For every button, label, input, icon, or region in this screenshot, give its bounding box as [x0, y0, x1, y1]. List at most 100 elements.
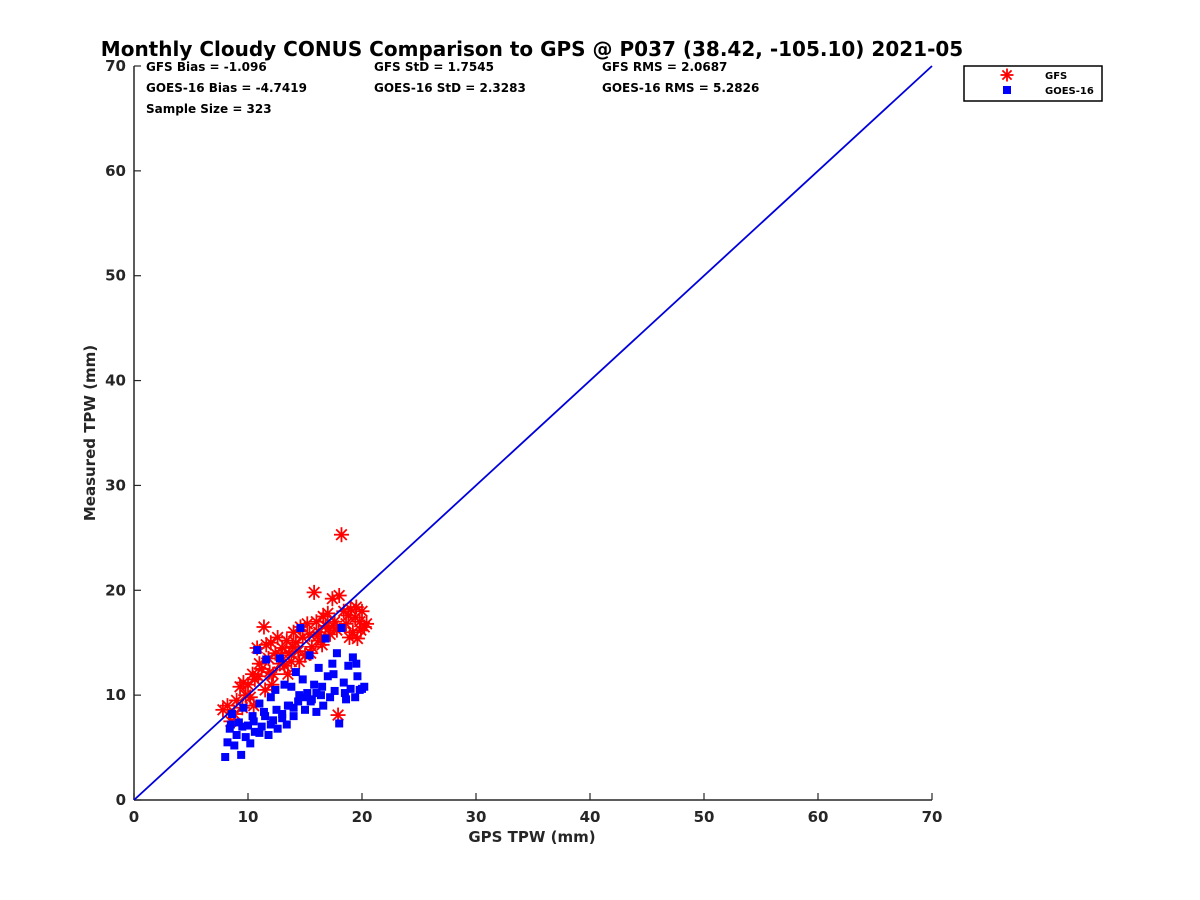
goes-point [255, 699, 264, 708]
stat-gfs-std: GFS StD = 1.7545 [374, 60, 494, 74]
goes-point [289, 712, 298, 721]
goes-point [332, 649, 341, 658]
goes-point [278, 710, 287, 719]
goes-point [241, 733, 250, 742]
y-tick-label: 40 [105, 372, 126, 390]
goes-point [352, 659, 361, 668]
goes-point [228, 710, 237, 719]
y-tick-label: 30 [105, 476, 126, 494]
x-tick-label: 30 [466, 808, 487, 826]
goes-point [312, 707, 321, 716]
goes-point [248, 712, 257, 721]
legend-gfs-marker [1000, 68, 1014, 82]
goes-point [266, 720, 275, 729]
goes-point [346, 684, 355, 693]
y-tick-label: 50 [105, 267, 126, 285]
goes-point [250, 727, 259, 736]
goes-point [278, 714, 287, 723]
stat-sample-size: Sample Size = 323 [146, 102, 272, 116]
y-tick-label: 10 [105, 686, 126, 704]
gfs-point [250, 668, 266, 684]
legend-box [963, 65, 1103, 102]
goes-point [271, 685, 280, 694]
gfs-point [306, 584, 322, 600]
stat-gfs-rms: GFS RMS = 2.0687 [602, 60, 727, 74]
goes-point [244, 721, 252, 730]
x-axis-label: GPS TPW (mm) [468, 828, 595, 846]
x-tick-label: 0 [129, 808, 139, 826]
goes-point [223, 738, 232, 747]
goes-point [303, 689, 312, 698]
plot-area: 0 10 20 30 40 50 60 70 0 10 20 30 40 50 60 70 [105, 57, 942, 826]
goes-point [289, 703, 298, 712]
y-axis-label: Measured TPW (mm) [81, 345, 99, 521]
goes-point [323, 672, 332, 681]
goes-point [291, 668, 300, 677]
goes-point [326, 693, 335, 702]
goes-point [257, 722, 266, 731]
goes-point [283, 701, 292, 710]
goes-point [360, 682, 369, 691]
goes-point [249, 717, 258, 726]
legend-gfs-label: GFS [1045, 71, 1067, 82]
gfs-point [291, 654, 307, 670]
stat-gfs-bias: GFS Bias = -1.096 [146, 60, 267, 74]
x-tick-label: 40 [580, 808, 601, 826]
goes-point [287, 682, 296, 691]
goes-point [269, 716, 278, 725]
goes-point [280, 680, 289, 689]
goes-point [237, 750, 246, 759]
gfs-point [284, 639, 300, 655]
goes-point [319, 701, 328, 710]
goes-point [230, 741, 239, 750]
chart-title: Monthly Cloudy CONUS Comparison to GPS @… [101, 37, 963, 61]
gfs-point [262, 664, 278, 680]
goes-point [259, 707, 268, 716]
goes-point [238, 722, 247, 731]
stat-goes-std: GOES-16 StD = 2.3283 [374, 81, 526, 95]
goes-point [353, 672, 362, 681]
stat-goes-bias: GOES-16 Bias = -4.7419 [146, 81, 307, 95]
goes-point [266, 693, 275, 702]
goes-point [344, 661, 353, 670]
gfs-point [341, 629, 357, 645]
gfs-point [256, 619, 272, 635]
goes-point [261, 712, 270, 721]
goes-point [275, 654, 284, 663]
x-tick-label: 50 [694, 808, 715, 826]
gfs-point [320, 605, 336, 621]
goes-point [226, 720, 235, 729]
goes-point [330, 686, 339, 695]
gfs-point [315, 609, 331, 624]
x-tick-label: 20 [352, 808, 373, 826]
goes-point [351, 693, 360, 702]
goes-point [342, 695, 351, 704]
y-tick-label: 60 [105, 162, 126, 180]
x-tick-label: 70 [922, 808, 943, 826]
goes-point [295, 691, 304, 700]
goes-point [272, 705, 281, 714]
legend: GFS GOES-16 [963, 65, 1103, 102]
goes-point [225, 724, 234, 733]
goes-point [316, 691, 325, 700]
y-tick-label: 0 [116, 791, 126, 809]
gfs-point [348, 599, 364, 615]
stats-block: GFS Bias = -1.096 GFS StD = 1.7545 GFS R… [146, 60, 759, 116]
goes-point [298, 675, 307, 684]
goes-point [328, 659, 337, 668]
x-tick-label: 10 [238, 808, 259, 826]
goes-point [312, 689, 321, 698]
goes-point [253, 646, 262, 655]
goes-point [239, 703, 248, 712]
legend-goes-label: GOES-16 [1045, 86, 1094, 97]
one-to-one-line [133, 65, 933, 801]
goes-point [340, 689, 349, 698]
y-tick-label: 20 [105, 581, 126, 599]
goes-point [314, 663, 323, 672]
gfs-point [331, 588, 347, 604]
y-tick-label: 70 [105, 57, 126, 75]
goes-point [335, 719, 344, 728]
goes-point [262, 655, 271, 664]
goes-point [337, 624, 346, 633]
